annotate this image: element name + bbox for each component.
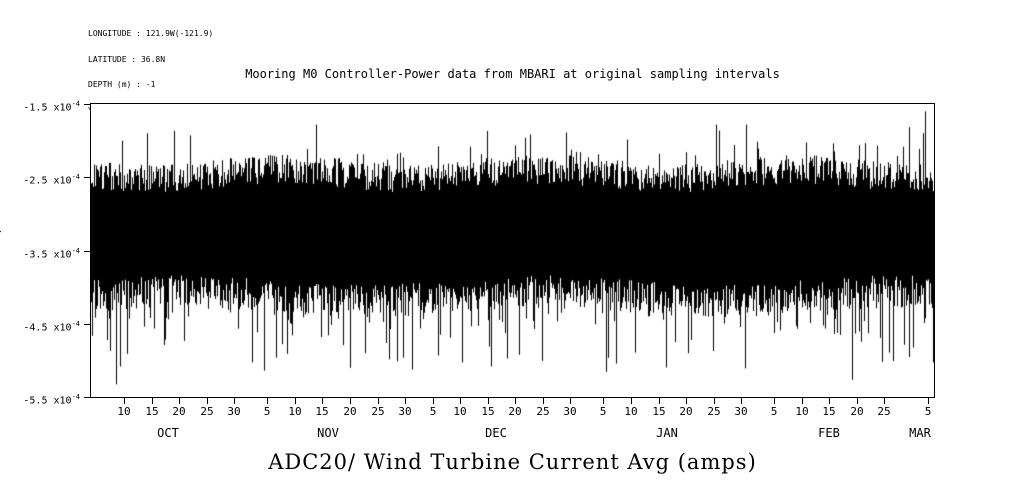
x-tick-label: 25 bbox=[707, 405, 721, 418]
x-tick-label: 15 bbox=[822, 405, 836, 418]
x-tick-label: 15 bbox=[315, 405, 329, 418]
x-tick-mark bbox=[543, 398, 544, 404]
x-tick-mark bbox=[884, 398, 885, 404]
x-tick-mark bbox=[774, 398, 775, 404]
x-tick-mark bbox=[179, 398, 180, 404]
x-month-label: FEB bbox=[818, 426, 840, 440]
y-tick-mark bbox=[84, 397, 90, 398]
x-tick-mark bbox=[152, 398, 153, 404]
x-tick-mark bbox=[234, 398, 235, 404]
metadata-latitude: LATITUDE : 36.8N bbox=[88, 54, 166, 64]
x-tick-mark bbox=[631, 398, 632, 404]
y-tick-mark bbox=[84, 104, 90, 105]
x-tick-label: 10 bbox=[795, 405, 809, 418]
metadata-longitude: LONGITUDE : 121.9W(-121.9) bbox=[88, 29, 214, 38]
metadata-depth: DEPTH (m) : -1 bbox=[88, 80, 156, 89]
x-tick-mark bbox=[460, 398, 461, 404]
x-tick-label: 25 bbox=[371, 405, 385, 418]
x-tick-mark bbox=[207, 398, 208, 404]
x-month-label: JAN bbox=[656, 426, 678, 440]
x-tick-label: 20 bbox=[508, 405, 522, 418]
x-tick-mark bbox=[124, 398, 125, 404]
x-tick-label: 25 bbox=[877, 405, 891, 418]
x-tick-mark bbox=[378, 398, 379, 404]
x-tick-label: 5 bbox=[599, 405, 607, 418]
x-tick-label: 30 bbox=[734, 405, 748, 418]
plot-title: Mooring M0 Controller-Power data from MB… bbox=[245, 67, 780, 81]
x-month-label: DEC bbox=[485, 426, 507, 440]
x-tick-label: 25 bbox=[200, 405, 214, 418]
x-tick-mark bbox=[295, 398, 296, 404]
x-tick-mark bbox=[515, 398, 516, 404]
x-tick-label: 5 bbox=[924, 405, 932, 418]
y-tick-label: -2.5 x10-4 bbox=[23, 173, 80, 187]
x-tick-label: 10 bbox=[117, 405, 131, 418]
y-tick-label: -4.5 x10-4 bbox=[23, 320, 80, 334]
signal-trace-canvas bbox=[91, 104, 934, 397]
x-tick-label: 10 bbox=[453, 405, 467, 418]
x-tick-mark bbox=[433, 398, 434, 404]
x-tick-label: 15 bbox=[652, 405, 666, 418]
x-tick-label: 20 bbox=[850, 405, 864, 418]
x-tick-label: 5 bbox=[429, 405, 437, 418]
x-tick-mark bbox=[405, 398, 406, 404]
chart-caption: ADC20/ Wind Turbine Current Avg (amps) bbox=[268, 450, 757, 474]
x-tick-mark bbox=[659, 398, 660, 404]
y-tick-exponent: -4 bbox=[71, 247, 80, 255]
y-tick-label: -5.5 x10-4 bbox=[23, 393, 80, 407]
x-month-label: NOV bbox=[317, 426, 339, 440]
x-tick-mark bbox=[350, 398, 351, 404]
x-tick-mark bbox=[741, 398, 742, 404]
x-tick-mark bbox=[267, 398, 268, 404]
x-tick-label: 15 bbox=[145, 405, 159, 418]
x-tick-label: 20 bbox=[343, 405, 357, 418]
x-tick-mark bbox=[603, 398, 604, 404]
x-tick-mark bbox=[714, 398, 715, 404]
x-tick-label: 20 bbox=[172, 405, 186, 418]
y-tick-exponent: -4 bbox=[71, 100, 80, 108]
x-tick-label: 10 bbox=[624, 405, 638, 418]
x-tick-label: 30 bbox=[398, 405, 412, 418]
x-tick-label: 10 bbox=[288, 405, 302, 418]
x-tick-mark bbox=[686, 398, 687, 404]
x-tick-mark bbox=[488, 398, 489, 404]
y-tick-label: -3.5 x10-4 bbox=[23, 247, 80, 261]
y-tick-mark bbox=[84, 251, 90, 252]
x-tick-mark bbox=[829, 398, 830, 404]
x-tick-label: 5 bbox=[263, 405, 271, 418]
x-tick-mark bbox=[802, 398, 803, 404]
y-tick-exponent: -4 bbox=[71, 393, 80, 401]
x-tick-label: 30 bbox=[563, 405, 577, 418]
x-tick-label: 5 bbox=[770, 405, 778, 418]
y-tick-mark bbox=[84, 324, 90, 325]
y-tick-label: -1.5 x10-4 bbox=[23, 100, 80, 114]
plot-area bbox=[90, 103, 935, 398]
x-tick-label: 25 bbox=[536, 405, 550, 418]
x-tick-label: 15 bbox=[481, 405, 495, 418]
x-tick-mark bbox=[322, 398, 323, 404]
x-month-label: MAR bbox=[909, 426, 931, 440]
x-tick-mark bbox=[570, 398, 571, 404]
x-tick-label: 30 bbox=[227, 405, 241, 418]
x-tick-mark bbox=[857, 398, 858, 404]
y-tick-exponent: -4 bbox=[71, 320, 80, 328]
y-tick-exponent: -4 bbox=[71, 173, 80, 181]
x-tick-mark bbox=[928, 398, 929, 404]
x-tick-label: 20 bbox=[679, 405, 693, 418]
x-month-label: OCT bbox=[157, 426, 179, 440]
y-tick-mark bbox=[84, 177, 90, 178]
y-axis-label-clipped: amps bbox=[0, 221, 2, 246]
